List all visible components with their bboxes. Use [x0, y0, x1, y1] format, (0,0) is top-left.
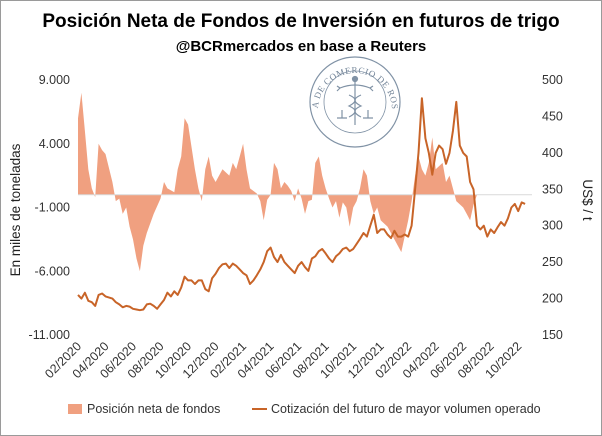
- right-tick-label: 450: [542, 109, 563, 123]
- plot-area: [77, 92, 532, 312]
- left-tick-label: -1.000: [35, 201, 70, 215]
- right-axis-ticks: 500 450 400 350 300 250 200 150: [542, 73, 563, 342]
- area-posicion-neta: [78, 92, 477, 272]
- chart-title: Posición Neta de Fondos de Inversión en …: [42, 11, 559, 32]
- legend-label-posicion: Posición neta de fondos: [87, 402, 220, 416]
- left-tick-label: -11.000: [29, 328, 71, 342]
- y-axis-left-label: En miles de toneladas: [8, 143, 23, 276]
- legend: Posición neta de fondos Cotización del f…: [68, 402, 541, 416]
- right-tick-label: 300: [542, 219, 563, 233]
- legend-label-cotizacion: Cotización del futuro de mayor volumen o…: [271, 402, 541, 416]
- left-tick-label: 4.000: [39, 137, 70, 151]
- legend-swatch-posicion: [68, 404, 82, 414]
- right-tick-label: 150: [542, 328, 563, 342]
- chart-subtitle: @BCRmercados en base a Reuters: [176, 38, 427, 55]
- right-tick-label: 350: [542, 182, 563, 196]
- left-axis-ticks: 9.000 4.000 -1.000 -6.000 -11.000: [29, 73, 71, 342]
- right-tick-label: 250: [542, 255, 563, 269]
- left-tick-label: 9.000: [39, 73, 70, 87]
- caduceus-icon: [336, 75, 374, 125]
- right-tick-label: 200: [542, 292, 563, 306]
- y-axis-right-label: US$ / t: [580, 179, 595, 221]
- left-tick-label: -6.000: [35, 264, 70, 278]
- x-axis-ticks: 02/202004/202006/202008/202010/202012/20…: [42, 339, 524, 381]
- right-tick-label: 500: [542, 73, 563, 87]
- right-tick-label: 400: [542, 146, 563, 160]
- line-cotizacion: [77, 97, 526, 312]
